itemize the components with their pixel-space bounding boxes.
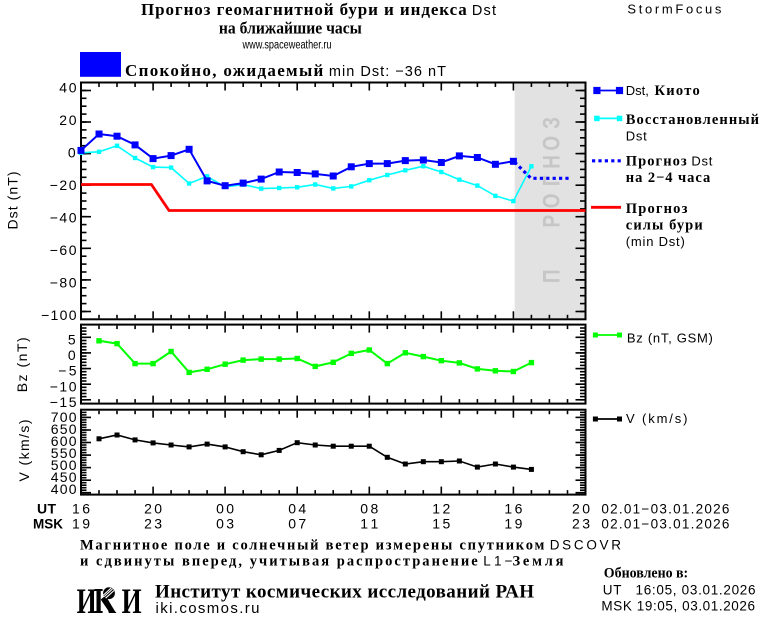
svg-text:V (km/s): V (km/s) xyxy=(626,411,688,426)
svg-text:−10: −10 xyxy=(50,378,77,394)
svg-text:−80: −80 xyxy=(50,274,77,290)
svg-text:min Dst: −36 nT: min Dst: −36 nT xyxy=(329,64,446,80)
svg-text:02.01−03.01.2026: 02.01−03.01.2026 xyxy=(601,517,729,532)
svg-text:силы бури: силы бури xyxy=(626,218,703,234)
svg-text:L1−: L1− xyxy=(483,554,512,569)
svg-text:П: П xyxy=(539,269,566,283)
svg-text:И: И xyxy=(122,581,142,620)
svg-text:Восстановленный: Восстановленный xyxy=(626,112,759,128)
svg-text:(min Dst): (min Dst) xyxy=(626,234,685,249)
svg-text:Киото: Киото xyxy=(655,83,700,99)
svg-text:Dst,: Dst, xyxy=(626,83,653,98)
svg-text:20: 20 xyxy=(59,112,76,128)
svg-text:−20: −20 xyxy=(50,177,77,193)
svg-text:5: 5 xyxy=(68,331,76,347)
svg-text:0: 0 xyxy=(68,144,76,160)
svg-text:Прогноз геомагнитной бури и ин: Прогноз геомагнитной бури и индекса xyxy=(141,0,472,19)
svg-text:MSK: MSK xyxy=(33,516,63,532)
svg-text:V (km/s): V (km/s) xyxy=(16,420,32,482)
svg-text:700: 700 xyxy=(51,409,77,425)
svg-text:Bz (nT, GSM): Bz (nT, GSM) xyxy=(627,330,713,345)
svg-text:Г: Г xyxy=(539,175,566,186)
svg-text:www.spaceweather.ru: www.spaceweather.ru xyxy=(242,39,332,51)
svg-text:И: И xyxy=(77,581,97,620)
svg-text:и сдвинуты вперед, учитывая ра: и сдвинуты вперед, учитывая распростране… xyxy=(80,554,483,570)
svg-text:02.01−03.01.2026: 02.01−03.01.2026 xyxy=(601,502,729,517)
svg-text:Спокойно, ожидаемый: Спокойно, ожидаемый xyxy=(125,61,329,80)
svg-text:600: 600 xyxy=(51,433,77,449)
svg-text:Dst (nT): Dst (nT) xyxy=(5,172,21,230)
svg-text:−100: −100 xyxy=(41,307,77,323)
svg-text:Н: Н xyxy=(539,155,566,169)
svg-text:Р: Р xyxy=(539,215,566,228)
svg-text:З: З xyxy=(539,117,566,129)
svg-text:Dst: Dst xyxy=(472,3,496,19)
svg-text:Прогноз: Прогноз xyxy=(626,154,692,170)
svg-text:iki.cosmos.ru: iki.cosmos.ru xyxy=(156,600,260,617)
svg-text:StormFocus: StormFocus xyxy=(627,2,722,17)
svg-text:MSK 19:05, 03.01.2026: MSK 19:05, 03.01.2026 xyxy=(601,599,755,614)
svg-text:650: 650 xyxy=(51,421,77,437)
svg-text:UT: UT xyxy=(37,501,56,517)
svg-text:Bz (nT): Bz (nT) xyxy=(14,337,30,392)
svg-text:О: О xyxy=(539,194,566,209)
svg-text:500: 500 xyxy=(51,457,77,473)
svg-text:Институт космических исследова: Институт космических исследований РАН xyxy=(155,582,534,603)
svg-text:UT 16:05, 03.01.2026: UT 16:05, 03.01.2026 xyxy=(603,583,756,598)
svg-text:DSCOVR: DSCOVR xyxy=(550,538,622,553)
svg-text:Dst: Dst xyxy=(626,129,647,144)
svg-text:Магнитное поле и солнечный вет: Магнитное поле и солнечный ветер измерен… xyxy=(80,538,550,554)
svg-text:Обновлено в:: Обновлено в: xyxy=(604,566,688,582)
svg-text:Земля: Земля xyxy=(513,554,564,570)
svg-text:40: 40 xyxy=(59,79,76,95)
svg-text:Прогноз: Прогноз xyxy=(626,201,688,217)
svg-text:на 2−4 часа: на 2−4 часа xyxy=(626,170,711,186)
svg-text:О: О xyxy=(539,136,566,151)
svg-text:на ближайшие часы: на ближайшие часы xyxy=(219,19,362,38)
svg-text:Dst: Dst xyxy=(691,154,712,169)
svg-text:550: 550 xyxy=(51,445,77,461)
svg-text:−60: −60 xyxy=(50,242,77,258)
svg-text:450: 450 xyxy=(51,469,77,485)
svg-text:−15: −15 xyxy=(50,394,77,410)
svg-text:0: 0 xyxy=(68,347,76,363)
svg-text:−40: −40 xyxy=(50,209,77,225)
svg-text:400: 400 xyxy=(51,481,77,497)
